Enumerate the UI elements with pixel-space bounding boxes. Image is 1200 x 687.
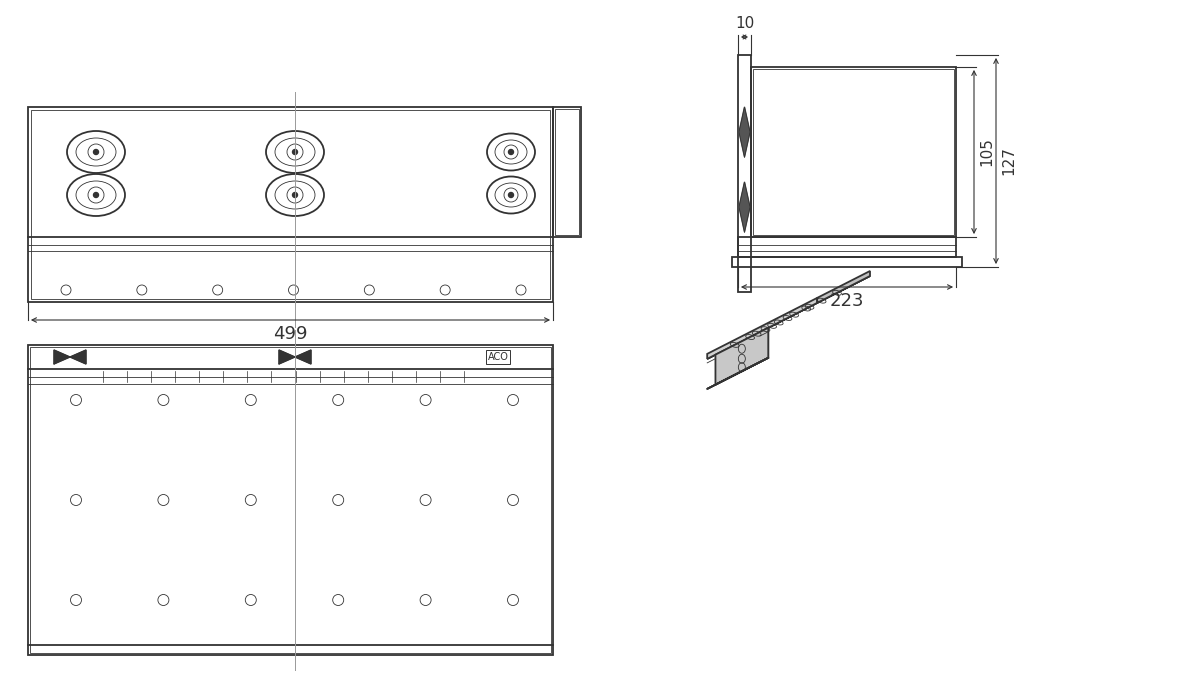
Polygon shape [739, 107, 750, 157]
Bar [28, 107, 553, 302]
Polygon shape [817, 271, 870, 303]
Bar [738, 237, 956, 257]
Polygon shape [715, 328, 768, 385]
Bar [30, 347, 551, 653]
Circle shape [94, 150, 98, 155]
Bar [554, 109, 578, 235]
Circle shape [509, 192, 514, 197]
Bar [28, 345, 553, 655]
Text: 127: 127 [1001, 146, 1016, 175]
Circle shape [293, 192, 298, 197]
Polygon shape [707, 276, 870, 359]
Bar [732, 257, 962, 267]
Bar [751, 67, 956, 237]
Bar [754, 69, 954, 235]
Polygon shape [707, 358, 768, 389]
Text: 10: 10 [734, 16, 754, 31]
Polygon shape [739, 182, 750, 232]
Polygon shape [54, 350, 86, 364]
Circle shape [293, 150, 298, 155]
Text: 105: 105 [979, 137, 994, 166]
Polygon shape [760, 328, 768, 362]
Polygon shape [278, 350, 311, 364]
Circle shape [509, 150, 514, 155]
Bar [553, 107, 581, 237]
Bar [738, 55, 751, 292]
Text: 223: 223 [829, 292, 864, 310]
Text: ACO: ACO [487, 352, 509, 362]
Circle shape [94, 192, 98, 197]
Text: 499: 499 [274, 325, 307, 343]
Polygon shape [707, 298, 817, 359]
Bar [31, 110, 550, 299]
